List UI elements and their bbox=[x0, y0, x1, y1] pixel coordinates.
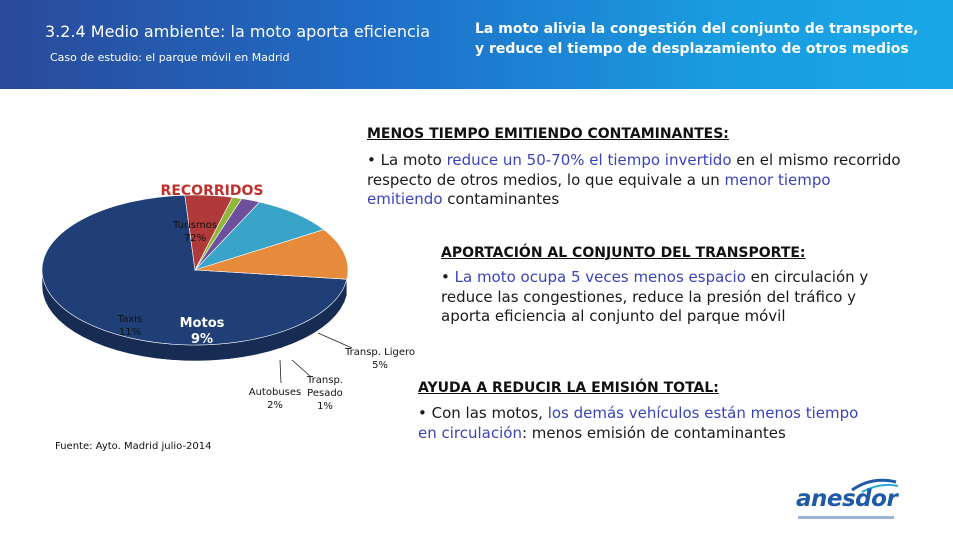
header-message-line-1: La moto alivia la congestión del conjunt… bbox=[475, 21, 919, 37]
page-subtitle: Caso de estudio: el parque móvil en Madr… bbox=[50, 51, 290, 64]
section-heading-total-emission: AYUDA A REDUCIR LA EMISIÓN TOTAL: bbox=[418, 380, 719, 396]
highlight-text: los demás vehículos están menos tiempo bbox=[547, 404, 859, 422]
text-span: • Con las motos, bbox=[418, 404, 548, 422]
pie-label-name: Transp. Ligero bbox=[344, 347, 415, 358]
pie-slice-turismos bbox=[41, 194, 348, 346]
pie-label-autobuses: Autobuses 2% bbox=[249, 387, 301, 411]
text-span: en circulación y bbox=[745, 268, 869, 286]
pie-label-value: 2% bbox=[267, 400, 283, 411]
text-span: contaminantes bbox=[442, 190, 560, 208]
section-heading-emissions-time: MENOS TIEMPO EMITIENDO CONTAMINANTES: bbox=[367, 126, 729, 142]
text-line: reduce las congestiones, reduce la presi… bbox=[441, 287, 857, 306]
pie-label-name: Transp. bbox=[306, 375, 343, 386]
text-span: en el mismo recorrido bbox=[731, 151, 901, 169]
pie-label-name: Turismos bbox=[172, 220, 217, 231]
highlight-text: en circulación bbox=[418, 423, 522, 442]
anesdor-logo: anesdor bbox=[792, 476, 902, 526]
pie-slice-taxis bbox=[194, 229, 349, 280]
section-body-transport-contribution: • La moto ocupa 5 veces menos espacio en… bbox=[441, 268, 868, 327]
pie-label-transp-pesado: Transp. Pesado 1% bbox=[306, 375, 343, 412]
pie-label-name: Autobuses bbox=[249, 387, 301, 398]
logo-wordmark: anesdor bbox=[796, 486, 898, 512]
pie-label-name: Pesado bbox=[307, 388, 343, 399]
header-banner: 3.2.4 Medio ambiente: la moto aporta efi… bbox=[0, 0, 953, 89]
section-body-total-emission: • Con las motos, los demás vehículos est… bbox=[418, 404, 858, 443]
section-body-emissions-time: • La moto reduce un 50-70% el tiempo inv… bbox=[367, 151, 901, 210]
pie-label-transp-ligero: Transp. Ligero 5% bbox=[344, 347, 415, 371]
pie-label-value: 5% bbox=[372, 360, 388, 371]
pie-label-value: 9% bbox=[191, 332, 213, 347]
source-note: Fuente: Ayto. Madrid julio-2014 bbox=[55, 441, 212, 452]
page-title: 3.2.4 Medio ambiente: la moto aporta efi… bbox=[45, 22, 431, 41]
pie-label-name: Taxis bbox=[117, 314, 143, 325]
header-message-line-2: y reduce el tiempo de desplazamiento de … bbox=[475, 41, 909, 57]
pie-label-turismos: Turismos 72% bbox=[172, 220, 217, 244]
pie-label-taxis: Taxis 11% bbox=[117, 314, 143, 338]
pie-label-value: 1% bbox=[317, 401, 333, 412]
pie-slice-motos bbox=[193, 201, 325, 271]
highlight-text: La moto ocupa 5 veces menos espacio bbox=[454, 268, 746, 286]
text-span: : menos emisión de contaminantes bbox=[521, 423, 786, 442]
text-line: aporta eficiencia al conjunto del parque… bbox=[441, 307, 786, 325]
pie-label-value: 72% bbox=[184, 233, 206, 244]
header-message: La moto alivia la congestión del conjunt… bbox=[475, 19, 919, 59]
pie-leader-line bbox=[279, 359, 282, 384]
highlight-text: menor tiempo bbox=[724, 170, 831, 189]
logo-tagline bbox=[798, 516, 894, 519]
text-span: respecto de otros medios, lo que equival… bbox=[367, 170, 725, 189]
pie-label-value: 11% bbox=[119, 327, 141, 338]
logo-swoosh-icon bbox=[851, 478, 899, 493]
pie-leader-line bbox=[317, 332, 353, 349]
pie-label-name: Motos bbox=[180, 316, 225, 331]
text-span: • bbox=[441, 268, 455, 286]
section-heading-transport-contribution: APORTACIÓN AL CONJUNTO DEL TRANSPORTE: bbox=[441, 245, 806, 261]
pie-leader-line bbox=[291, 359, 311, 377]
highlight-text: emitiendo bbox=[367, 190, 443, 208]
highlight-text: reduce un 50-70% el tiempo invertido bbox=[446, 151, 732, 169]
text-span: • La moto bbox=[367, 151, 447, 169]
